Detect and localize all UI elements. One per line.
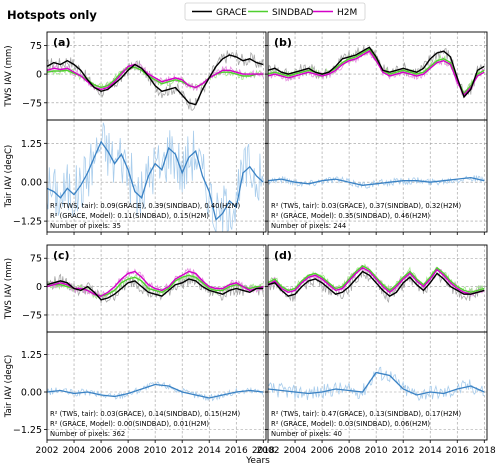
tws-grace-line [267,270,485,297]
panel-label: (d) [274,249,292,262]
panel-d: (d) R² (TWS, tair): 0.47(GRACE), 0.13(SIN… [257,244,496,456]
tair-iav-line [267,371,485,396]
tws-h2m-monthly-line [46,267,264,299]
tws-ytick-label-1: 0 [36,282,42,293]
tws-ytick-label-1: 0 [36,70,42,81]
tair-frame [267,331,488,441]
tws-ytick-label-0: 75 [30,254,42,265]
stats-line-1: R² (TWS, tair): 0.03(GRACE), 0.37(SINDBA… [271,202,461,210]
tair-frame [46,119,267,233]
tair-iav-line [46,140,264,221]
xtick-label-2012: 2012 [392,446,415,456]
xtick-label-2008: 2008 [117,446,140,456]
stats-line-1: R² (TWS, tair): 0.47(GRACE), 0.13(SINDBA… [271,410,461,418]
tair-ytick-label-0: 1.25 [21,350,42,361]
legend-frame [184,2,366,21]
stats-line-3: Number of pixels: 35 [50,222,121,230]
tws-grace-line [46,278,264,301]
xtick-label-2018: 2018 [473,446,496,456]
stats-line-3: Number of pixels: 244 [271,222,346,230]
stats-line-2: R² (GRACE, Model): 0.35(SINDBAD), 0.46(H… [271,212,430,220]
stats-line-2: R² (GRACE, Model): 0.00(SINDBAD), 0.01(H… [50,420,209,428]
tair-ytick-label-1: 0.00 [21,178,42,189]
tws-y-axis-label: TWS IAV (mm) [4,258,14,320]
xtick-label-2006: 2006 [90,446,113,456]
tair-iav-line [46,383,264,399]
stats-line-3: Number of pixels: 40 [271,430,342,438]
tair-monthly-line [46,122,264,233]
tair-ytick-label-2: −1.25 [13,425,42,436]
panel-b: (b) R² (TWS, tair): 0.03(GRACE), 0.37(SIN… [265,31,488,235]
panels-grid: 75 0 −75 (a) 1.25 0.00 −1.25 R² (TWS, tair): 0.… [4,31,496,456]
xtick-label-2008: 2008 [338,446,361,456]
tair-iav-line [267,176,485,186]
xtick-label-2002: 2002 [257,446,280,456]
tair-ytick-label-2: −1.25 [13,217,42,228]
xtick-label-2014: 2014 [198,446,221,456]
tws-h2m-line [46,63,264,91]
legend-label-h2m: H2M [337,8,357,18]
tws-ytick-label-2: −75 [22,310,42,321]
xtick-label-2004: 2004 [284,446,307,456]
tws-grace-monthly-line [46,50,264,111]
tws-h2m-line [267,50,485,97]
tws-y-axis-label: TWS IAV (mm) [4,45,14,107]
tws-sindbad-line [267,48,485,95]
tair-monthly-line [267,175,485,189]
xtick-label-2012: 2012 [171,446,194,456]
xtick-label-2004: 2004 [63,446,86,456]
legend-label-sindbad: SINDBAD [272,8,313,18]
xtick-label-2006: 2006 [311,446,334,456]
xtick-label-2002: 2002 [36,446,59,456]
xtick-label-2018: 2018 [252,446,275,456]
panel-c: 75 0 −75 (c) 1.25 0.00 −1.25 R² (TWS, tair): 0.… [4,244,275,456]
xtick-label-2014: 2014 [419,446,442,456]
xtick-label-2010: 2010 [365,446,388,456]
tws-grace-line [46,54,264,106]
tws-grace-line [267,46,485,99]
legend: GRACE SINDBAD H2M [184,2,366,21]
tair-ytick-label-1: 0.00 [21,388,42,399]
stats-line-2: R² (GRACE, Model): 0.11(SINDBAD), 0.15(H… [50,212,209,220]
panel-label: (b) [274,36,292,49]
figure-title: Hotspots only [7,8,97,22]
tws-ytick-label-0: 75 [30,41,42,52]
tws-ytick-label-2: −75 [22,98,42,109]
panel-label: (a) [53,36,70,49]
xtick-label-2016: 2016 [225,446,248,456]
stats-line-2: R² (GRACE, Model): 0.03(SINDBAD), 0.06(H… [271,420,430,428]
xtick-label-2016: 2016 [446,446,469,456]
legend-label-grace: GRACE [216,8,247,18]
stats-line-3: Number of pixels: 362 [50,430,125,438]
stats-line-1: R² (TWS, tair): 0.03(GRACE), 0.14(SINDBA… [50,410,240,418]
tair-ytick-label-0: 1.25 [21,139,42,150]
tair-frame [267,119,488,233]
x-axis-label: Years [245,456,270,466]
tws-sindbad-line [267,264,485,294]
stats-line-1: R² (TWS, tair): 0.09(GRACE), 0.39(SINDBA… [50,202,240,210]
tws-h2m-line [267,266,485,295]
tair-frame [46,331,267,441]
tair-y-axis-label: Tair IAV (degC) [4,355,14,418]
xtick-label-2010: 2010 [144,446,167,456]
tair-y-axis-label: Tair IAV (degC) [4,145,14,208]
panel-a: 75 0 −75 (a) 1.25 0.00 −1.25 R² (TWS, tair): 0.… [4,31,267,235]
panel-label: (c) [53,249,70,262]
